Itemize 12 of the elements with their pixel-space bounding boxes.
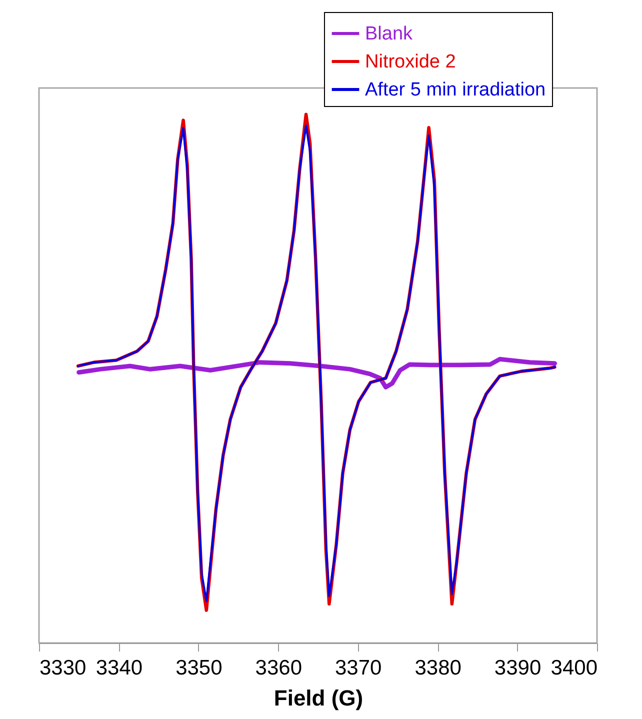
legend-label: Nitroxide 2 xyxy=(365,52,456,72)
x-tick-label: 3370 xyxy=(335,656,382,680)
x-tick-label: 3400 xyxy=(550,656,598,680)
x-tick-label: 3330 xyxy=(40,656,86,680)
x-axis-title: Field (G) xyxy=(274,686,364,710)
legend-label: After 5 min irradiation xyxy=(365,80,546,100)
x-tick-label: 3360 xyxy=(255,656,302,680)
x-tick-label: 3380 xyxy=(414,656,462,680)
x-tick-label: 3350 xyxy=(176,656,222,680)
legend-label: Blank xyxy=(365,24,414,44)
x-tick-label: 3390 xyxy=(494,656,542,680)
x-tick-label: 3340 xyxy=(96,656,143,680)
